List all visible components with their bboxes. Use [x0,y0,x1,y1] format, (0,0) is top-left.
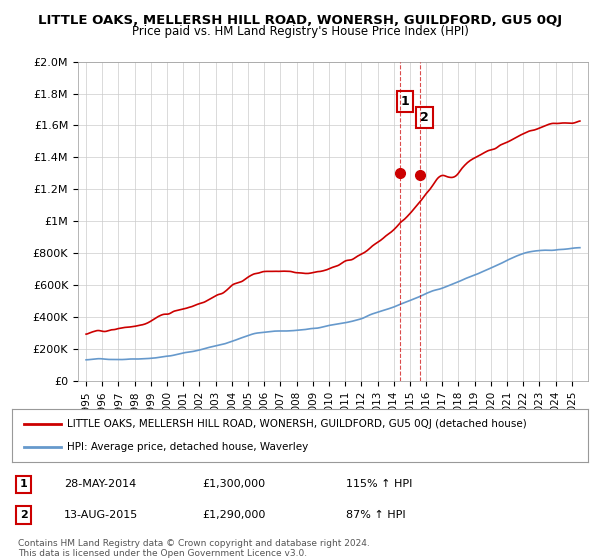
Text: 115% ↑ HPI: 115% ↑ HPI [346,479,412,489]
Text: £1,300,000: £1,300,000 [202,479,265,489]
Text: £1,290,000: £1,290,000 [202,510,265,520]
Text: LITTLE OAKS, MELLERSH HILL ROAD, WONERSH, GUILDFORD, GU5 0QJ (detached house): LITTLE OAKS, MELLERSH HILL ROAD, WONERSH… [67,419,526,429]
Text: HPI: Average price, detached house, Waverley: HPI: Average price, detached house, Wave… [67,442,308,452]
Text: 2: 2 [420,111,429,124]
Text: 87% ↑ HPI: 87% ↑ HPI [346,510,406,520]
Text: 1: 1 [401,95,409,108]
Text: 2: 2 [20,510,28,520]
Text: 28-MAY-2014: 28-MAY-2014 [64,479,136,489]
Text: Price paid vs. HM Land Registry's House Price Index (HPI): Price paid vs. HM Land Registry's House … [131,25,469,38]
Text: Contains HM Land Registry data © Crown copyright and database right 2024.: Contains HM Land Registry data © Crown c… [18,539,370,548]
Text: 13-AUG-2015: 13-AUG-2015 [64,510,138,520]
Text: This data is licensed under the Open Government Licence v3.0.: This data is licensed under the Open Gov… [18,549,307,558]
Text: 1: 1 [20,479,28,489]
Text: LITTLE OAKS, MELLERSH HILL ROAD, WONERSH, GUILDFORD, GU5 0QJ: LITTLE OAKS, MELLERSH HILL ROAD, WONERSH… [38,14,562,27]
